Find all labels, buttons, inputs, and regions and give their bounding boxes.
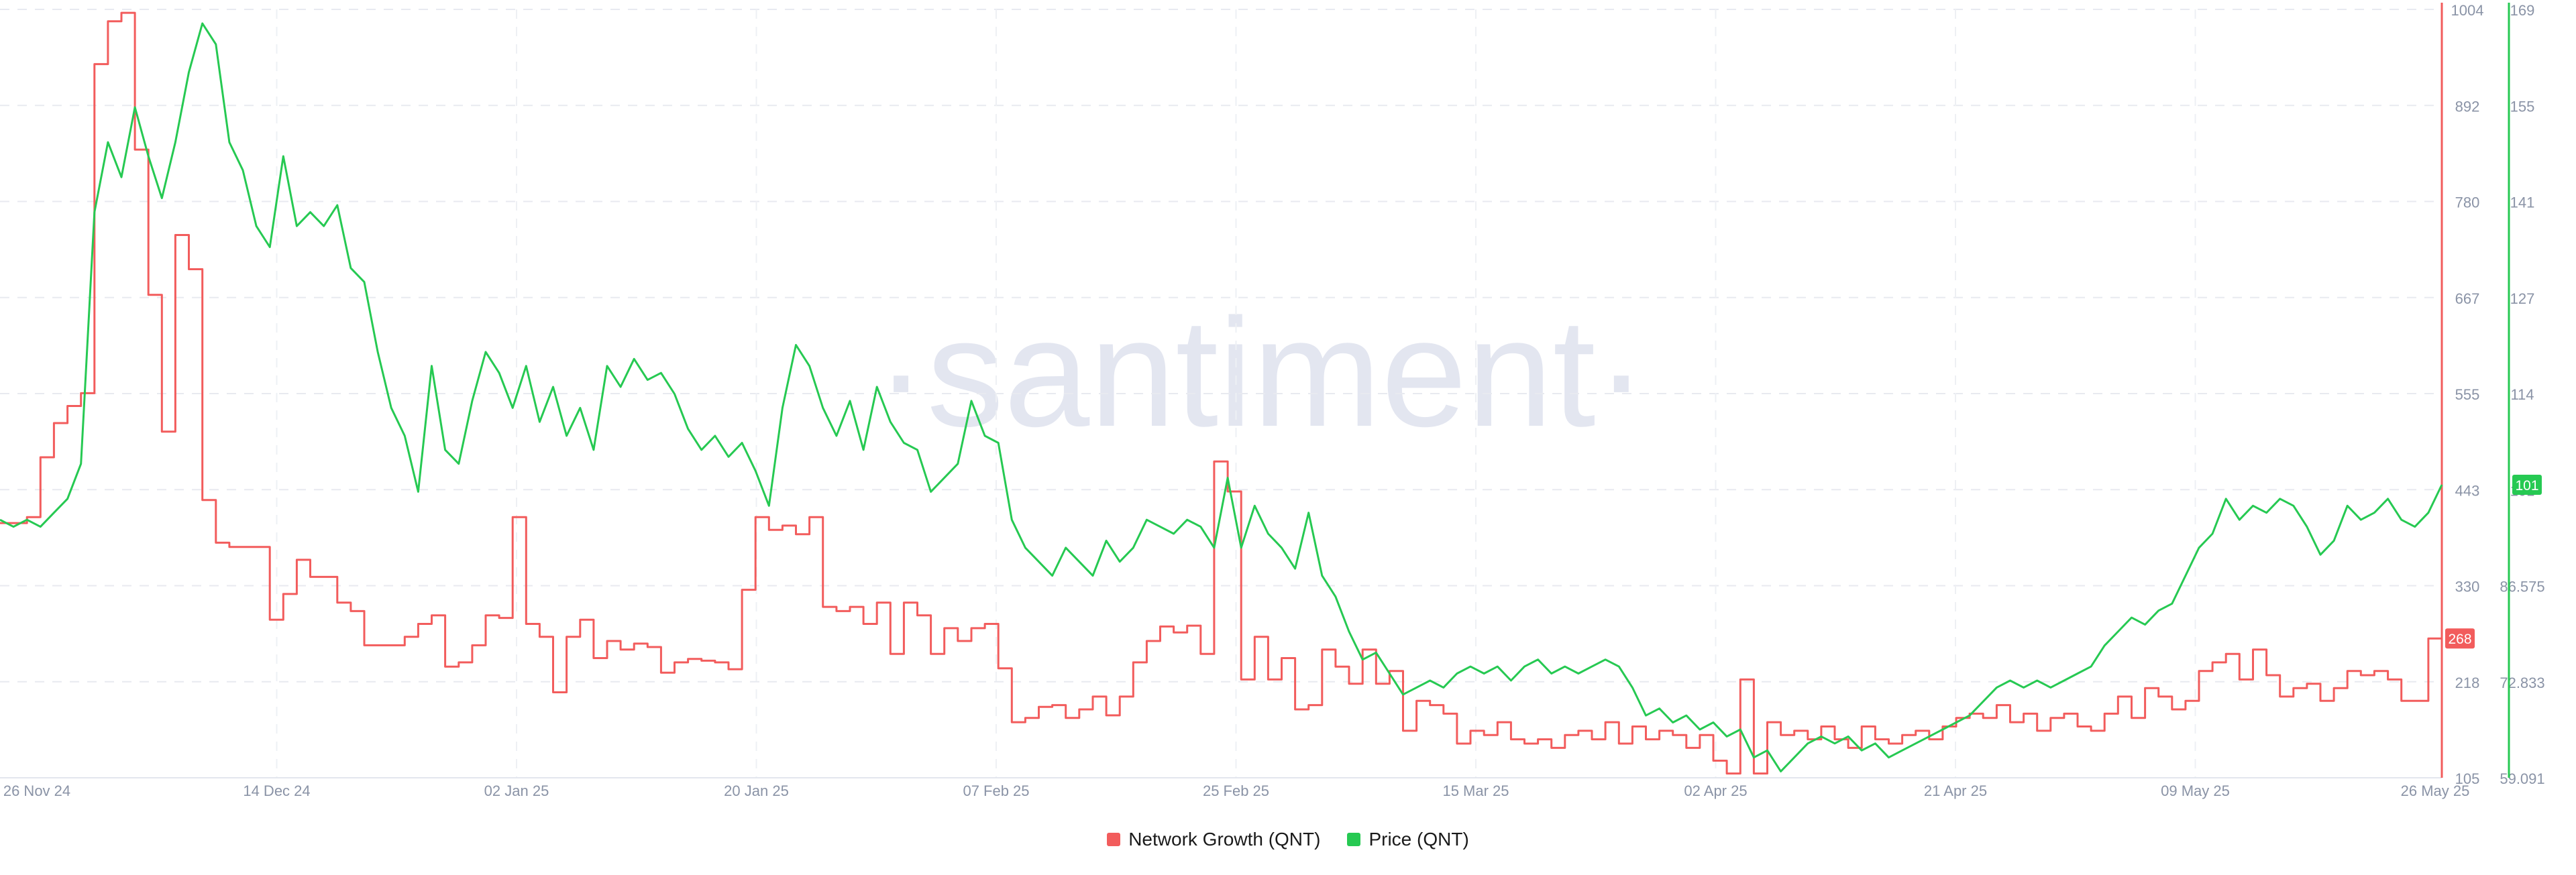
axis-layer: 1004 892 780 667 555 443 330 218 105 169 155 141 127… [0, 2, 2545, 799]
left-axis-tick-label: 218 [2455, 675, 2480, 691]
legend-item-price[interactable]: Price (QNT) [1347, 829, 1469, 850]
left-axis-tick-label: 555 [2455, 386, 2480, 403]
legend-label-network-growth: Network Growth (QNT) [1128, 829, 1321, 850]
last-value-label-price: 101 [2515, 478, 2538, 493]
last-value-label-network-growth: 268 [2448, 632, 2471, 647]
right-axis-tick-label: 127 [2510, 290, 2535, 307]
x-axis-tick-label: 26 May 25 [2401, 782, 2470, 799]
x-axis-tick-label: 25 Feb 25 [1203, 782, 1269, 799]
right-axis-tick-label: 141 [2510, 194, 2535, 211]
left-axis-tick-label: 892 [2455, 98, 2480, 115]
series-layer [0, 11, 2443, 775]
x-axis-tick-label: 07 Feb 25 [963, 782, 1029, 799]
left-axis-tick-label: 105 [2455, 770, 2480, 787]
right-axis-tick-label: 169 [2510, 2, 2535, 19]
left-axis-tick-label: 330 [2455, 579, 2480, 595]
left-axis-tick-label: 667 [2455, 290, 2480, 307]
x-axis-tick-label: 14 Dec 24 [243, 782, 310, 799]
grid-layer [0, 9, 2442, 778]
x-axis-tick-label: 15 Mar 25 [1442, 782, 1509, 799]
x-axis-tick-label: 09 May 25 [2161, 782, 2230, 799]
series-line-price [0, 22, 2443, 772]
x-axis-tick-label: 26 Nov 24 [3, 782, 70, 799]
x-axis-tick-label: 02 Jan 25 [484, 782, 549, 799]
last-value-badge-price [2512, 475, 2542, 495]
right-axis-tick-label: 86.575 [2500, 579, 2544, 595]
watermark: ·santiment· [875, 286, 1647, 459]
x-axis-tick-label: 21 Apr 25 [1924, 782, 1987, 799]
right-axis-tick-label: 72.833 [2500, 675, 2544, 691]
left-axis-tick-label: 1004 [2451, 2, 2484, 19]
chart-legend: Network Growth (QNT) Price (QNT) [0, 826, 2576, 853]
left-axis-tick-label: 443 [2455, 482, 2480, 499]
legend-item-network-growth[interactable]: Network Growth (QNT) [1107, 829, 1320, 850]
right-axis-tick-label: 155 [2510, 98, 2535, 115]
x-axis-tick-label: 02 Apr 25 [1684, 782, 1747, 799]
right-axis-tick-label: 59.091 [2500, 770, 2544, 787]
legend-swatch-network-growth [1107, 833, 1121, 846]
legend-swatch-price [1347, 833, 1361, 846]
label-layer: 268 101 [2445, 475, 2542, 649]
last-value-badge-network-growth [2445, 628, 2475, 649]
legend-label-price: Price (QNT) [1368, 829, 1469, 850]
right-axis-tick-label: 114 [2510, 386, 2534, 403]
series-line-network-growth [0, 11, 2442, 775]
x-axis-tick-label: 20 Jan 25 [724, 782, 789, 799]
left-axis-tick-label: 780 [2455, 194, 2480, 211]
